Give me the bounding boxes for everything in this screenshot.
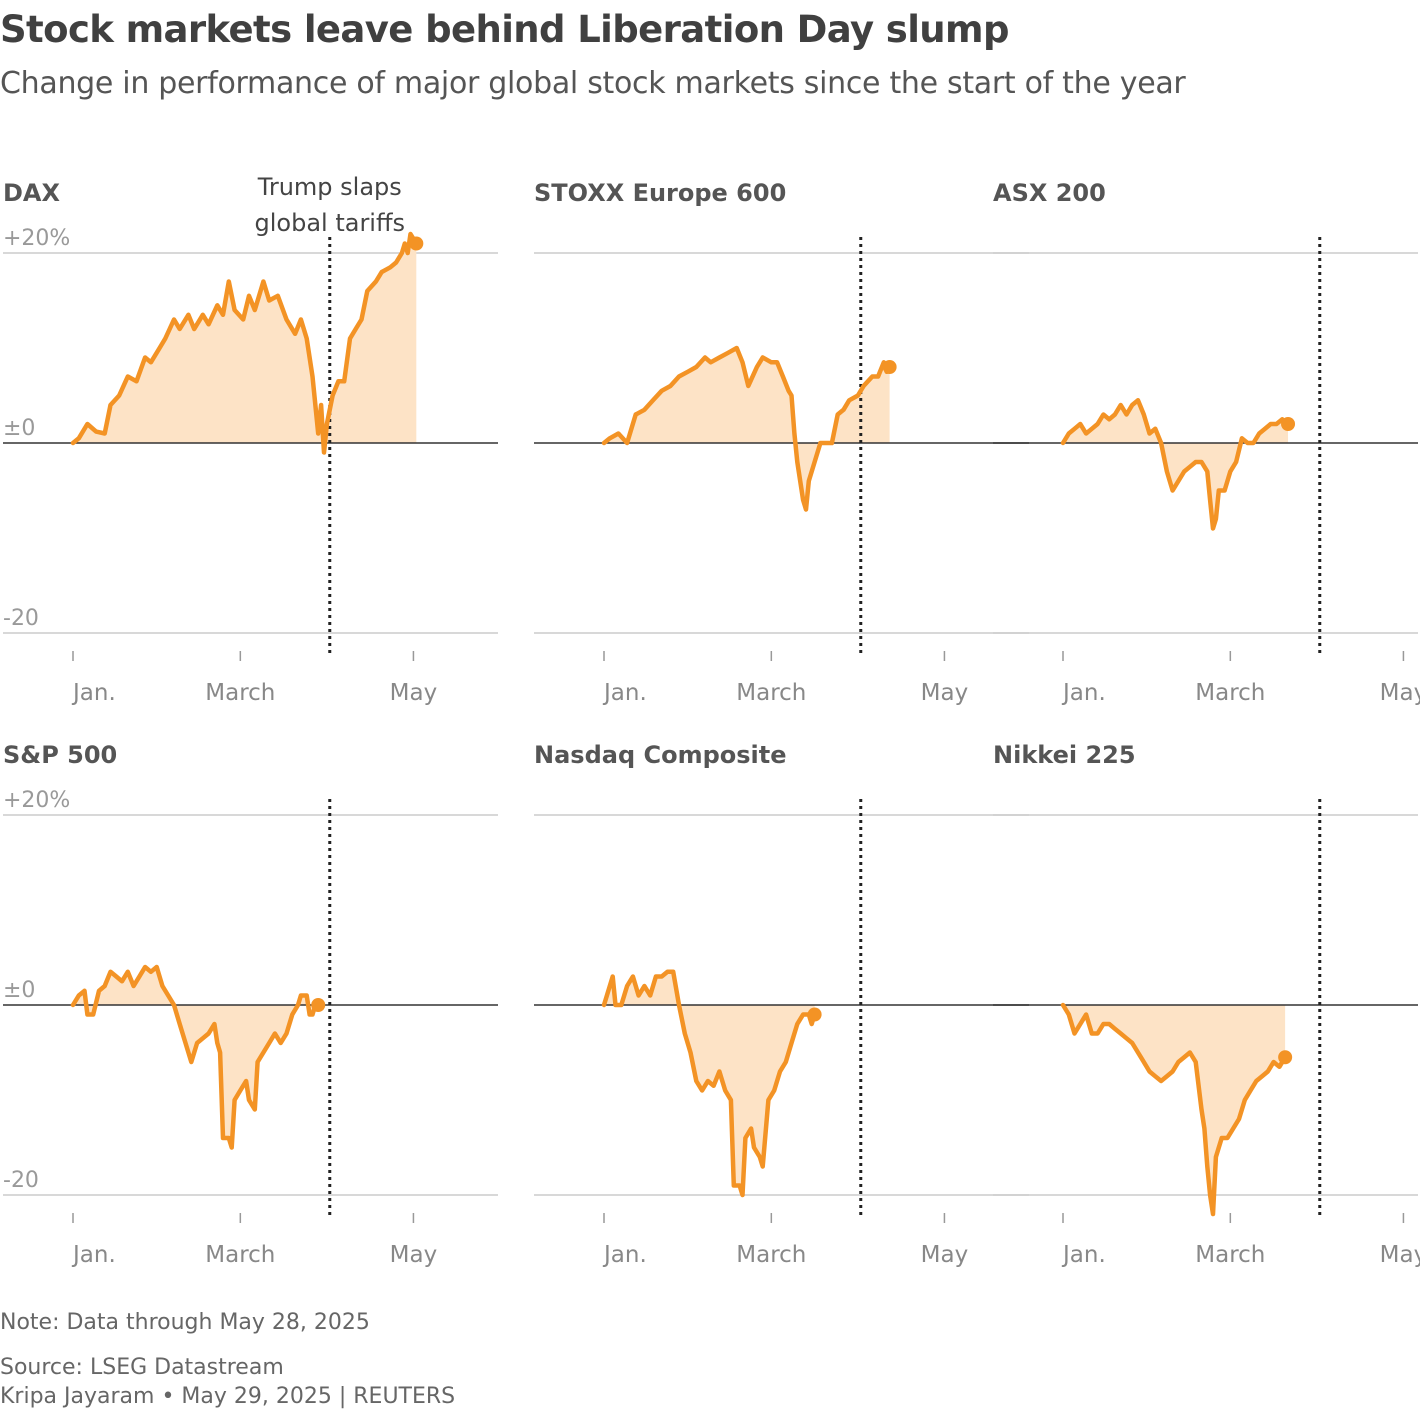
panel-title: ASX 200 bbox=[993, 179, 1106, 207]
series-line bbox=[1060, 1002, 1288, 1217]
x-tick-label: March bbox=[205, 1242, 275, 1268]
y-tick-label: -20 bbox=[3, 1168, 39, 1193]
panel-title: STOXX Europe 600 bbox=[534, 179, 786, 207]
series-end-point bbox=[882, 360, 897, 374]
x-tick-label: May bbox=[921, 1242, 969, 1268]
series-area bbox=[1063, 400, 1289, 529]
series-area bbox=[604, 348, 890, 510]
x-tick-label: Jan. bbox=[71, 680, 116, 706]
x-tick-label: March bbox=[205, 680, 275, 706]
y-tick-label: +20% bbox=[3, 788, 70, 813]
source-text: Source: LSEG Datastream bbox=[0, 1355, 284, 1380]
chart-title: Stock markets leave behind Liberation Da… bbox=[0, 8, 1009, 51]
event-label-line2: global tariffs bbox=[255, 209, 406, 237]
series-end-point bbox=[807, 1007, 822, 1022]
series-line bbox=[70, 231, 419, 455]
series-line bbox=[70, 964, 321, 1150]
y-tick-label: -20 bbox=[3, 606, 39, 631]
x-tick-label: May bbox=[390, 1242, 438, 1268]
y-tick-label: +20% bbox=[3, 226, 70, 251]
series-area bbox=[1063, 1005, 1286, 1214]
note-text: Note: Data through May 28, 2025 bbox=[0, 1310, 370, 1335]
x-tick-label: May bbox=[390, 680, 438, 706]
x-tick-label: May bbox=[1380, 1242, 1420, 1268]
series-end-point bbox=[409, 236, 424, 251]
y-tick-label: ±0 bbox=[3, 978, 35, 1003]
panel-title: Nikkei 225 bbox=[993, 741, 1136, 769]
x-tick-label: Jan. bbox=[71, 1242, 116, 1268]
y-tick-label: ±0 bbox=[3, 416, 35, 441]
series-line bbox=[601, 345, 892, 512]
x-tick-label: May bbox=[921, 680, 969, 706]
series-area bbox=[73, 234, 417, 453]
series-line bbox=[601, 969, 817, 1198]
credit-text: Kripa Jayaram • May 29, 2025 | REUTERS bbox=[0, 1384, 456, 1409]
x-tick-label: Jan. bbox=[602, 680, 647, 706]
panel-title: S&P 500 bbox=[3, 741, 117, 769]
x-tick-label: Jan. bbox=[1061, 1242, 1106, 1268]
x-tick-label: March bbox=[1195, 680, 1265, 706]
series-area bbox=[73, 967, 319, 1148]
series-line bbox=[1060, 398, 1291, 531]
x-tick-label: Jan. bbox=[1061, 680, 1106, 706]
x-tick-label: March bbox=[736, 1242, 806, 1268]
series-area bbox=[604, 971, 815, 1195]
x-tick-label: May bbox=[1380, 680, 1420, 706]
series-end-point bbox=[1281, 417, 1296, 431]
series-end-point bbox=[1278, 1050, 1293, 1065]
panel-title: Nasdaq Composite bbox=[534, 741, 787, 769]
x-tick-label: March bbox=[1195, 1242, 1265, 1268]
chart-subtitle: Change in performance of major global st… bbox=[0, 66, 1186, 101]
event-label-line1: Trump slaps bbox=[257, 173, 402, 201]
panel-title: DAX bbox=[3, 179, 60, 207]
x-tick-label: Jan. bbox=[602, 1242, 647, 1268]
series-end-point bbox=[311, 998, 326, 1012]
x-tick-label: March bbox=[736, 680, 806, 706]
